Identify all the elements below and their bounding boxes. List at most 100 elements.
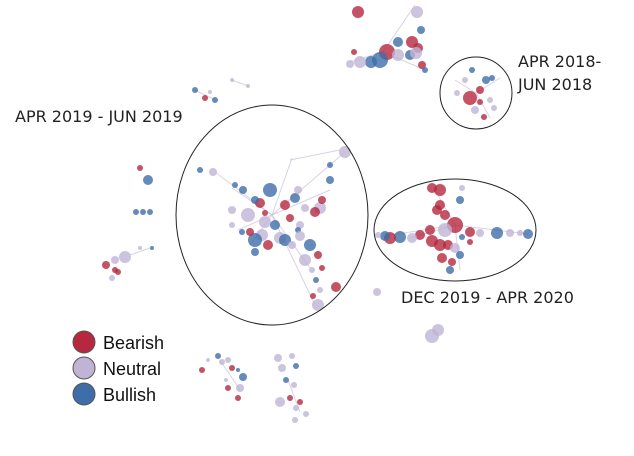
node-40 — [310, 207, 320, 217]
node-52 — [314, 251, 322, 259]
node-14 — [422, 67, 428, 73]
node-21 — [489, 75, 495, 81]
node-96 — [446, 266, 454, 274]
node-64 — [251, 248, 259, 256]
node-23 — [471, 106, 479, 114]
node-111 — [140, 209, 146, 215]
node-75 — [262, 210, 268, 216]
node-66 — [313, 277, 319, 283]
node-135 — [236, 368, 240, 372]
node-113 — [119, 251, 131, 263]
node-9 — [365, 56, 377, 68]
node-114 — [111, 256, 119, 264]
node-58 — [294, 186, 302, 194]
node-132 — [225, 357, 231, 363]
edge — [219, 359, 241, 391]
node-98 — [465, 227, 475, 237]
node-130 — [215, 353, 221, 359]
node-50 — [279, 234, 291, 246]
edge — [475, 92, 491, 119]
node-109 — [143, 175, 153, 185]
node-99 — [476, 229, 484, 237]
node-41 — [286, 214, 294, 222]
node-22 — [462, 77, 468, 83]
node-27 — [469, 67, 475, 73]
cluster-outline-dec-2019 — [373, 178, 537, 282]
node-147 — [291, 382, 297, 388]
cluster-outline-apr-2019 — [175, 104, 369, 326]
cluster-label-dec-2019: DEC 2019 - APR 2020 — [401, 288, 574, 307]
node-105 — [456, 196, 464, 204]
node-139 — [224, 378, 228, 382]
edge — [454, 224, 529, 235]
node-15 — [410, 47, 422, 59]
node-71 — [197, 167, 203, 173]
node-137 — [236, 384, 244, 392]
node-134 — [206, 358, 210, 362]
edge — [271, 157, 293, 216]
node-143 — [278, 364, 286, 372]
node-13 — [418, 61, 426, 69]
node-153 — [292, 417, 298, 423]
node-126 — [246, 84, 250, 88]
node-19 — [476, 86, 484, 94]
edge — [231, 79, 249, 87]
node-145 — [293, 363, 299, 369]
node-56 — [339, 146, 351, 158]
node-39 — [318, 196, 326, 204]
node-79 — [427, 183, 437, 193]
node-46 — [246, 228, 254, 236]
legend: Bearish Neutral Bullish — [72, 330, 164, 406]
node-112 — [147, 209, 153, 215]
node-110 — [133, 209, 139, 215]
node-36 — [290, 193, 300, 203]
node-18 — [463, 91, 477, 105]
node-53 — [309, 267, 315, 273]
node-45 — [263, 240, 273, 250]
node-131 — [219, 359, 225, 365]
node-129 — [425, 329, 439, 343]
node-148 — [275, 397, 285, 407]
cluster-outline-apr-2018 — [439, 56, 513, 130]
node-84 — [415, 230, 425, 240]
node-118 — [138, 246, 142, 250]
node-11 — [346, 60, 354, 68]
node-10 — [354, 56, 366, 68]
node-136 — [239, 373, 247, 381]
node-37 — [301, 204, 309, 212]
node-63 — [239, 229, 245, 235]
node-1 — [352, 6, 364, 18]
node-89 — [375, 232, 381, 238]
node-26 — [491, 105, 497, 111]
node-125 — [230, 78, 234, 82]
node-31 — [241, 208, 255, 222]
node-140 — [225, 385, 231, 391]
node-59 — [251, 196, 259, 204]
node-85 — [407, 233, 417, 243]
node-62 — [228, 206, 236, 214]
node-142 — [274, 354, 282, 362]
node-6 — [393, 37, 403, 47]
node-28 — [477, 99, 483, 105]
node-149 — [287, 395, 293, 401]
node-2 — [411, 6, 423, 18]
node-104 — [523, 229, 533, 239]
node-20 — [482, 76, 490, 84]
node-70 — [331, 282, 341, 292]
edge — [454, 79, 477, 94]
node-141 — [199, 367, 205, 373]
node-16 — [392, 49, 404, 61]
node-127 — [373, 288, 381, 296]
node-29 — [454, 90, 460, 96]
node-119 — [150, 246, 154, 250]
node-95 — [448, 258, 456, 266]
node-97 — [456, 251, 464, 259]
node-83 — [425, 225, 435, 235]
node-144 — [289, 353, 295, 359]
node-93 — [450, 243, 460, 253]
legend-label-bullish: Bullish — [103, 385, 156, 405]
node-69 — [310, 293, 316, 299]
node-61 — [232, 182, 238, 188]
node-103 — [517, 230, 523, 236]
node-102 — [506, 229, 514, 237]
